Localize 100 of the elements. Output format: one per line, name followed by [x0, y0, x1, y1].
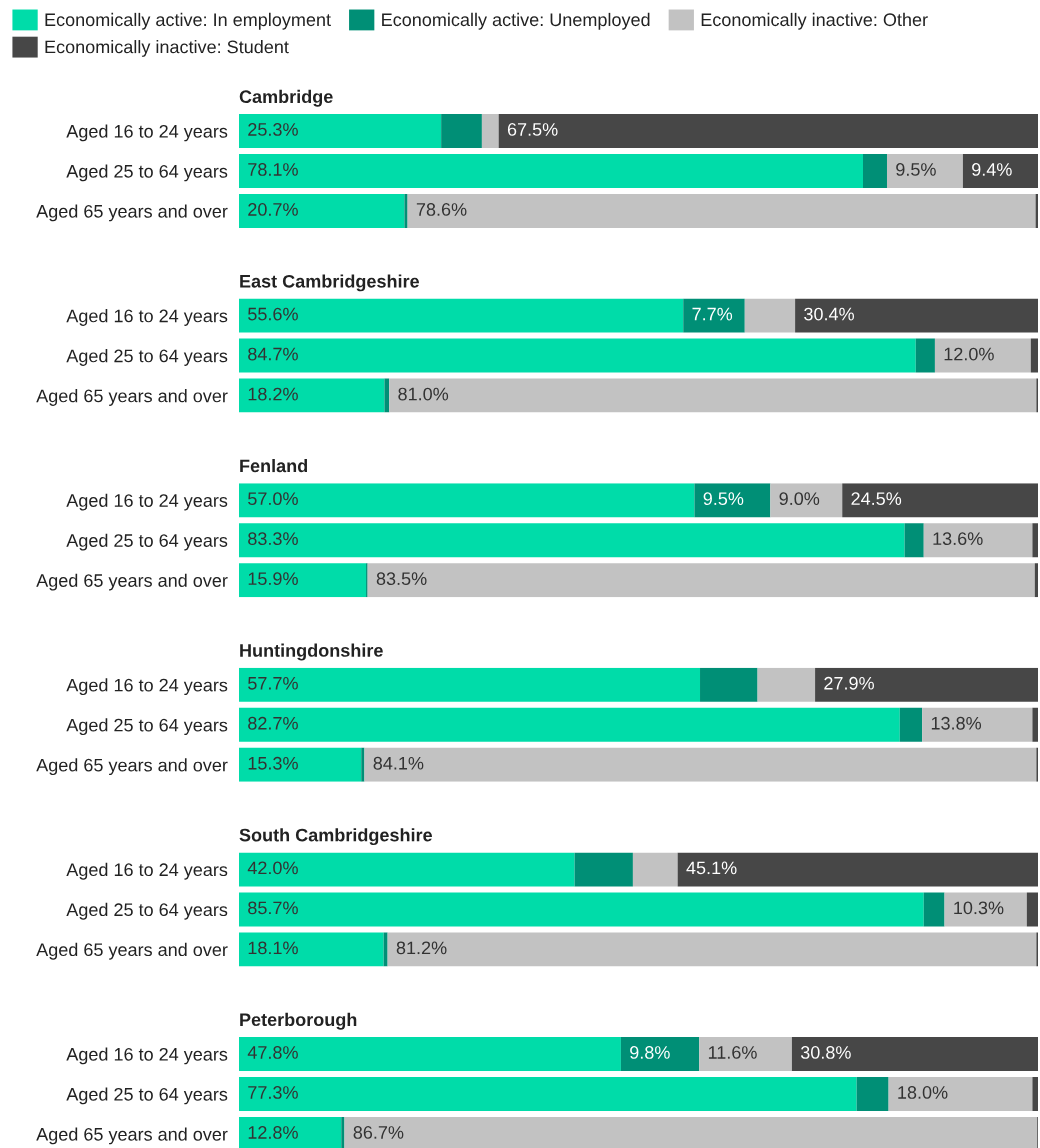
bar — [962, 154, 1038, 188]
bar — [1032, 1077, 1038, 1111]
bar — [700, 667, 758, 702]
legend-label: Economically active: Unemployed — [382, 12, 650, 30]
chart-title: Peterborough — [240, 1012, 357, 1030]
bar — [632, 852, 678, 887]
bar — [899, 707, 923, 742]
bar — [694, 483, 771, 518]
y-tick-label: Aged 25 to 64 years — [66, 164, 228, 182]
bar — [404, 194, 408, 228]
bar — [239, 707, 900, 742]
data-label: 47.8% — [247, 1046, 298, 1059]
bar — [757, 667, 816, 702]
chart-title: East Cambridgeshire — [240, 274, 419, 292]
y-tick-label: Aged 25 to 64 years — [66, 902, 228, 920]
bar — [904, 523, 924, 558]
legend-label: Economically inactive: Other — [701, 12, 928, 30]
bar — [239, 1037, 621, 1071]
y-tick-label: Aged 16 to 24 years — [66, 124, 228, 142]
bar — [239, 154, 864, 188]
bar — [389, 378, 1037, 413]
bar — [239, 747, 362, 782]
data-label: 82.7% — [248, 716, 298, 730]
bar — [498, 114, 1038, 148]
data-label: 13.6% — [933, 532, 983, 546]
data-label: 30.8% — [800, 1046, 851, 1059]
data-label: 85.7% — [248, 901, 298, 915]
data-label: 18.2% — [248, 387, 298, 401]
bar — [744, 298, 796, 333]
data-label: 86.7% — [353, 1126, 404, 1139]
bar — [1034, 563, 1038, 598]
bar — [239, 194, 405, 228]
data-label: 77.3% — [248, 1086, 298, 1099]
bar — [791, 1037, 1038, 1071]
y-tick-label: Aged 65 years and over — [36, 573, 228, 591]
data-label: 25.3% — [248, 123, 298, 136]
y-tick-label: Aged 16 to 24 years — [66, 309, 228, 326]
data-label: 83.5% — [376, 572, 427, 586]
bar — [1032, 523, 1038, 558]
data-label: 81.0% — [398, 387, 449, 401]
data-label: 12.0% — [944, 347, 994, 361]
bar — [239, 892, 924, 927]
bar — [888, 1077, 1033, 1111]
bar — [1026, 892, 1038, 927]
bar — [677, 852, 1038, 887]
bar — [239, 378, 385, 413]
data-label: 20.7% — [248, 203, 298, 216]
bar — [944, 892, 1027, 927]
y-tick-label: Aged 25 to 64 years — [66, 349, 228, 366]
bar — [481, 114, 499, 148]
data-label: 55.6% — [248, 307, 298, 321]
data-label: 15.9% — [248, 572, 298, 586]
data-label: 11.6% — [708, 1046, 757, 1059]
bar — [886, 154, 963, 188]
bar — [815, 667, 1038, 702]
data-label: 18.0% — [898, 1086, 948, 1099]
legend-label: Economically inactive: Student — [45, 40, 289, 57]
bar — [239, 114, 442, 148]
bar — [239, 1077, 857, 1111]
bar — [856, 1077, 889, 1111]
data-label: 78.6% — [416, 203, 467, 216]
data-label: 81.2% — [396, 941, 447, 955]
data-label: 83.3% — [248, 532, 298, 546]
chart-title: South Cambridgeshire — [239, 828, 433, 846]
bar — [915, 338, 935, 373]
bar — [922, 707, 1033, 742]
data-label: 67.5% — [507, 123, 558, 136]
data-label: 78.1% — [248, 163, 298, 176]
bar — [863, 154, 887, 188]
chart-title: Fenland — [240, 459, 308, 473]
bar — [384, 378, 390, 413]
bar — [934, 338, 1031, 373]
bar — [574, 852, 633, 887]
bar — [239, 298, 684, 333]
data-label: 9.5% — [703, 492, 744, 506]
y-tick-label: Aged 16 to 24 years — [66, 678, 228, 696]
data-label: 30.4% — [804, 307, 854, 321]
legend-label: Economically active: In employment — [45, 12, 331, 30]
data-label: 7.7% — [692, 307, 733, 321]
data-label: 10.3% — [954, 901, 1004, 915]
bar — [239, 563, 367, 598]
data-label: 12.8% — [248, 1126, 298, 1139]
y-tick-label: Aged 65 years and over — [36, 204, 228, 222]
data-label: 84.1% — [373, 756, 424, 770]
bar — [923, 892, 945, 927]
bar — [683, 298, 745, 333]
data-label: 13.8% — [931, 716, 982, 730]
bar — [367, 563, 1035, 598]
bar — [239, 932, 384, 967]
data-label: 9.8% — [630, 1046, 670, 1059]
y-tick-label: Aged 25 to 64 years — [66, 718, 228, 736]
bar — [699, 1037, 792, 1071]
data-label: 27.9% — [824, 676, 874, 690]
bar — [239, 667, 701, 702]
data-label: 15.3% — [248, 756, 298, 770]
bar — [923, 523, 1033, 558]
y-tick-label: Aged 65 years and over — [36, 389, 228, 406]
bar — [239, 483, 695, 518]
data-label: 42.0% — [247, 861, 298, 875]
data-label: 57.7% — [248, 676, 298, 690]
